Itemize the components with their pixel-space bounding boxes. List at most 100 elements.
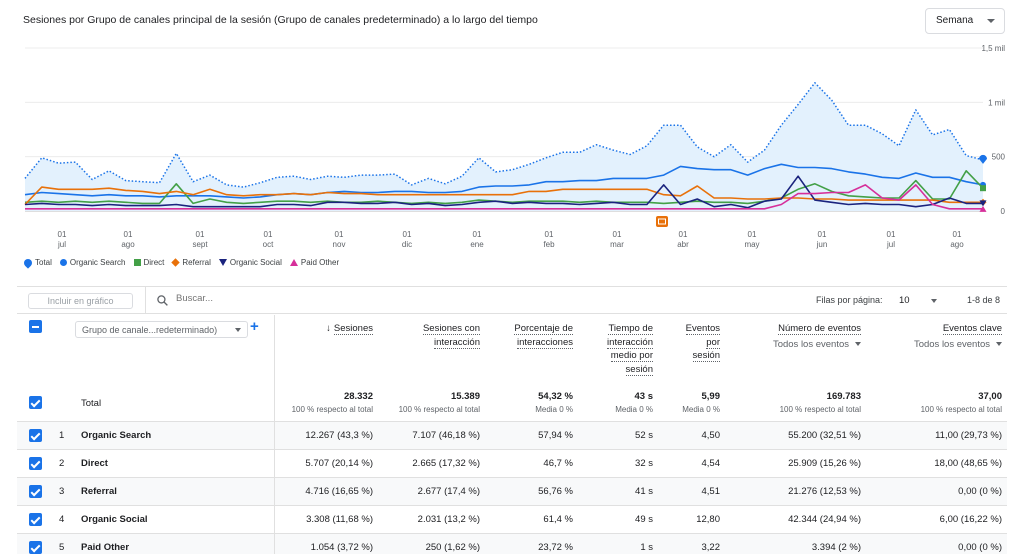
rows-per-page-select[interactable]: 10 [899, 295, 910, 306]
column-header[interactable]: Tiempo de interacción medio por sesión [583, 322, 653, 376]
divider [274, 450, 275, 478]
legend-item[interactable]: Organic Search [59, 258, 126, 267]
table-cell: 52 s [635, 430, 653, 441]
row-checkbox[interactable] [29, 541, 42, 554]
series-line-total [24, 82, 984, 188]
table-cell: 2.677 (17,4 %) [417, 486, 480, 497]
search-input[interactable] [176, 293, 376, 304]
column-header[interactable]: Porcentaje de interacciones [493, 322, 573, 349]
event-filter-select[interactable]: Todos los eventos [892, 338, 1002, 352]
column-header-label: Sesiones [333, 323, 373, 335]
legend-item[interactable]: Direct [133, 258, 165, 267]
divider [145, 287, 146, 314]
search-icon [157, 295, 168, 306]
table-cell: 57,94 % [538, 430, 573, 441]
event-filter-select[interactable]: Todos los eventos [731, 338, 861, 352]
legend-item[interactable]: Paid Other [289, 258, 339, 267]
table-cell: 3.308 (11,68 %) [306, 514, 373, 525]
chevron-down-icon [855, 341, 861, 346]
table-row[interactable]: 2 Direct 5.707 (20,14 %) 2.665 (17,32 %) 46,… [17, 450, 1007, 478]
column-header[interactable]: Número de eventos Todos los eventos [731, 322, 861, 351]
table-cell: 49 s [635, 514, 653, 525]
legend-item[interactable]: Organic Social [218, 258, 282, 267]
table-cell: 4,51 [701, 486, 721, 497]
row-index: 1 [59, 430, 65, 441]
series-line-organic-social [24, 175, 983, 209]
dimension-select-value: Grupo de canale...redeterminado) [82, 325, 218, 335]
divider [274, 315, 275, 422]
legend-label: Organic Social [229, 258, 282, 267]
column-header-label: Sesiones con [422, 323, 480, 335]
table-cell: 25.909 (15,26 %) [788, 458, 861, 469]
column-header[interactable]: ↓ Sesiones [283, 322, 373, 336]
table-cell: 46,7 % [543, 458, 573, 469]
x-tick-day: 01 [58, 230, 67, 239]
legend-label: Direct [143, 258, 165, 267]
column-header[interactable]: Eventos clave Todos los eventos [892, 322, 1002, 351]
series-area-0 [25, 82, 983, 211]
sort-arrow-icon: ↓ [326, 323, 331, 334]
legend-item[interactable]: Total [22, 256, 52, 269]
column-header-label: sesión [625, 363, 653, 376]
legend-label: Organic Search [69, 258, 126, 267]
y-tick-label: 0 [1001, 207, 1006, 216]
row-checkbox[interactable] [29, 485, 42, 498]
table-cell: 55.200 (32,51 %) [788, 430, 861, 441]
table-cell: 4,54 [701, 458, 721, 469]
chevron-down-icon[interactable] [931, 299, 937, 303]
row-channel-name: Direct [81, 458, 108, 469]
period-select-value: Semana [936, 15, 974, 26]
series-line-referral [24, 185, 983, 206]
column-header-label: medio por [610, 350, 653, 362]
table-cell: 61,4 % [543, 514, 573, 525]
row-checkbox[interactable] [29, 429, 42, 442]
include-in-chart-button[interactable]: Incluir en gráfico [28, 293, 133, 309]
period-select[interactable]: Semana [925, 8, 1005, 34]
total-row-checkbox[interactable] [29, 396, 42, 409]
add-dimension-icon[interactable]: + [250, 318, 259, 335]
dimension-select[interactable]: Grupo de canale...redeterminado) [75, 321, 248, 338]
row-checkbox[interactable] [29, 513, 42, 526]
row-index: 3 [59, 486, 65, 497]
x-tick-month: may [744, 240, 759, 249]
x-tick-day: 01 [124, 230, 133, 239]
total-value: 54,32 % [538, 391, 573, 402]
column-header-label: Tiempo de [608, 323, 653, 335]
table-cell: 18,00 (48,65 %) [934, 458, 1002, 469]
x-tick-month: ago [121, 240, 135, 249]
legend-item[interactable]: Referral [171, 258, 211, 267]
x-tick-month: ene [470, 240, 484, 249]
y-tick-label: 1 mil [988, 98, 1005, 107]
column-header[interactable]: Eventos por sesión [670, 322, 720, 363]
series-end-marker [979, 200, 987, 207]
table-cell: 4,50 [701, 430, 721, 441]
table-row[interactable]: 1 Organic Search 12.267 (43,3 %) 7.107 (46,… [17, 422, 1007, 450]
total-subtext: Media 0 % [615, 405, 653, 414]
table-row[interactable]: 4 Organic Social 3.308 (11,68 %) 2.031 (13,… [17, 506, 1007, 534]
select-all-checkbox[interactable] [29, 320, 42, 333]
triangle-up-icon [289, 259, 298, 266]
total-subtext: 100 % respecto al total [398, 405, 480, 414]
x-tick-month: ago [950, 240, 964, 249]
table-cell: 3.394 (2 %) [811, 542, 861, 553]
x-tick-month: mar [610, 240, 624, 249]
table-cell: 7.107 (46,18 %) [412, 430, 480, 441]
chart-legend: Total Organic Search Direct Referral Organic… [22, 256, 339, 269]
row-checkbox[interactable] [29, 457, 42, 470]
row-index: 5 [59, 542, 65, 553]
table-row[interactable]: 5 Paid Other 1.054 (3,72 %) 250 (1,62 %) 23,… [17, 534, 1007, 554]
total-value: 169.783 [826, 391, 861, 402]
column-header-label: Eventos clave [942, 323, 1002, 335]
square-icon [133, 259, 141, 266]
calendar-note-icon-inner [658, 218, 666, 225]
x-tick-month: jun [816, 240, 828, 249]
column-header[interactable]: Sesiones con interacción [385, 322, 480, 349]
total-value: 43 s [634, 391, 654, 402]
total-value: 5,99 [701, 391, 721, 402]
divider [274, 534, 275, 554]
divider [274, 506, 275, 534]
triangle-down-icon [218, 259, 227, 266]
table-row[interactable]: 3 Referral 4.716 (16,65 %) 2.677 (17,4 %) 56… [17, 478, 1007, 506]
table-cell: 2.031 (13,2 %) [417, 514, 480, 525]
